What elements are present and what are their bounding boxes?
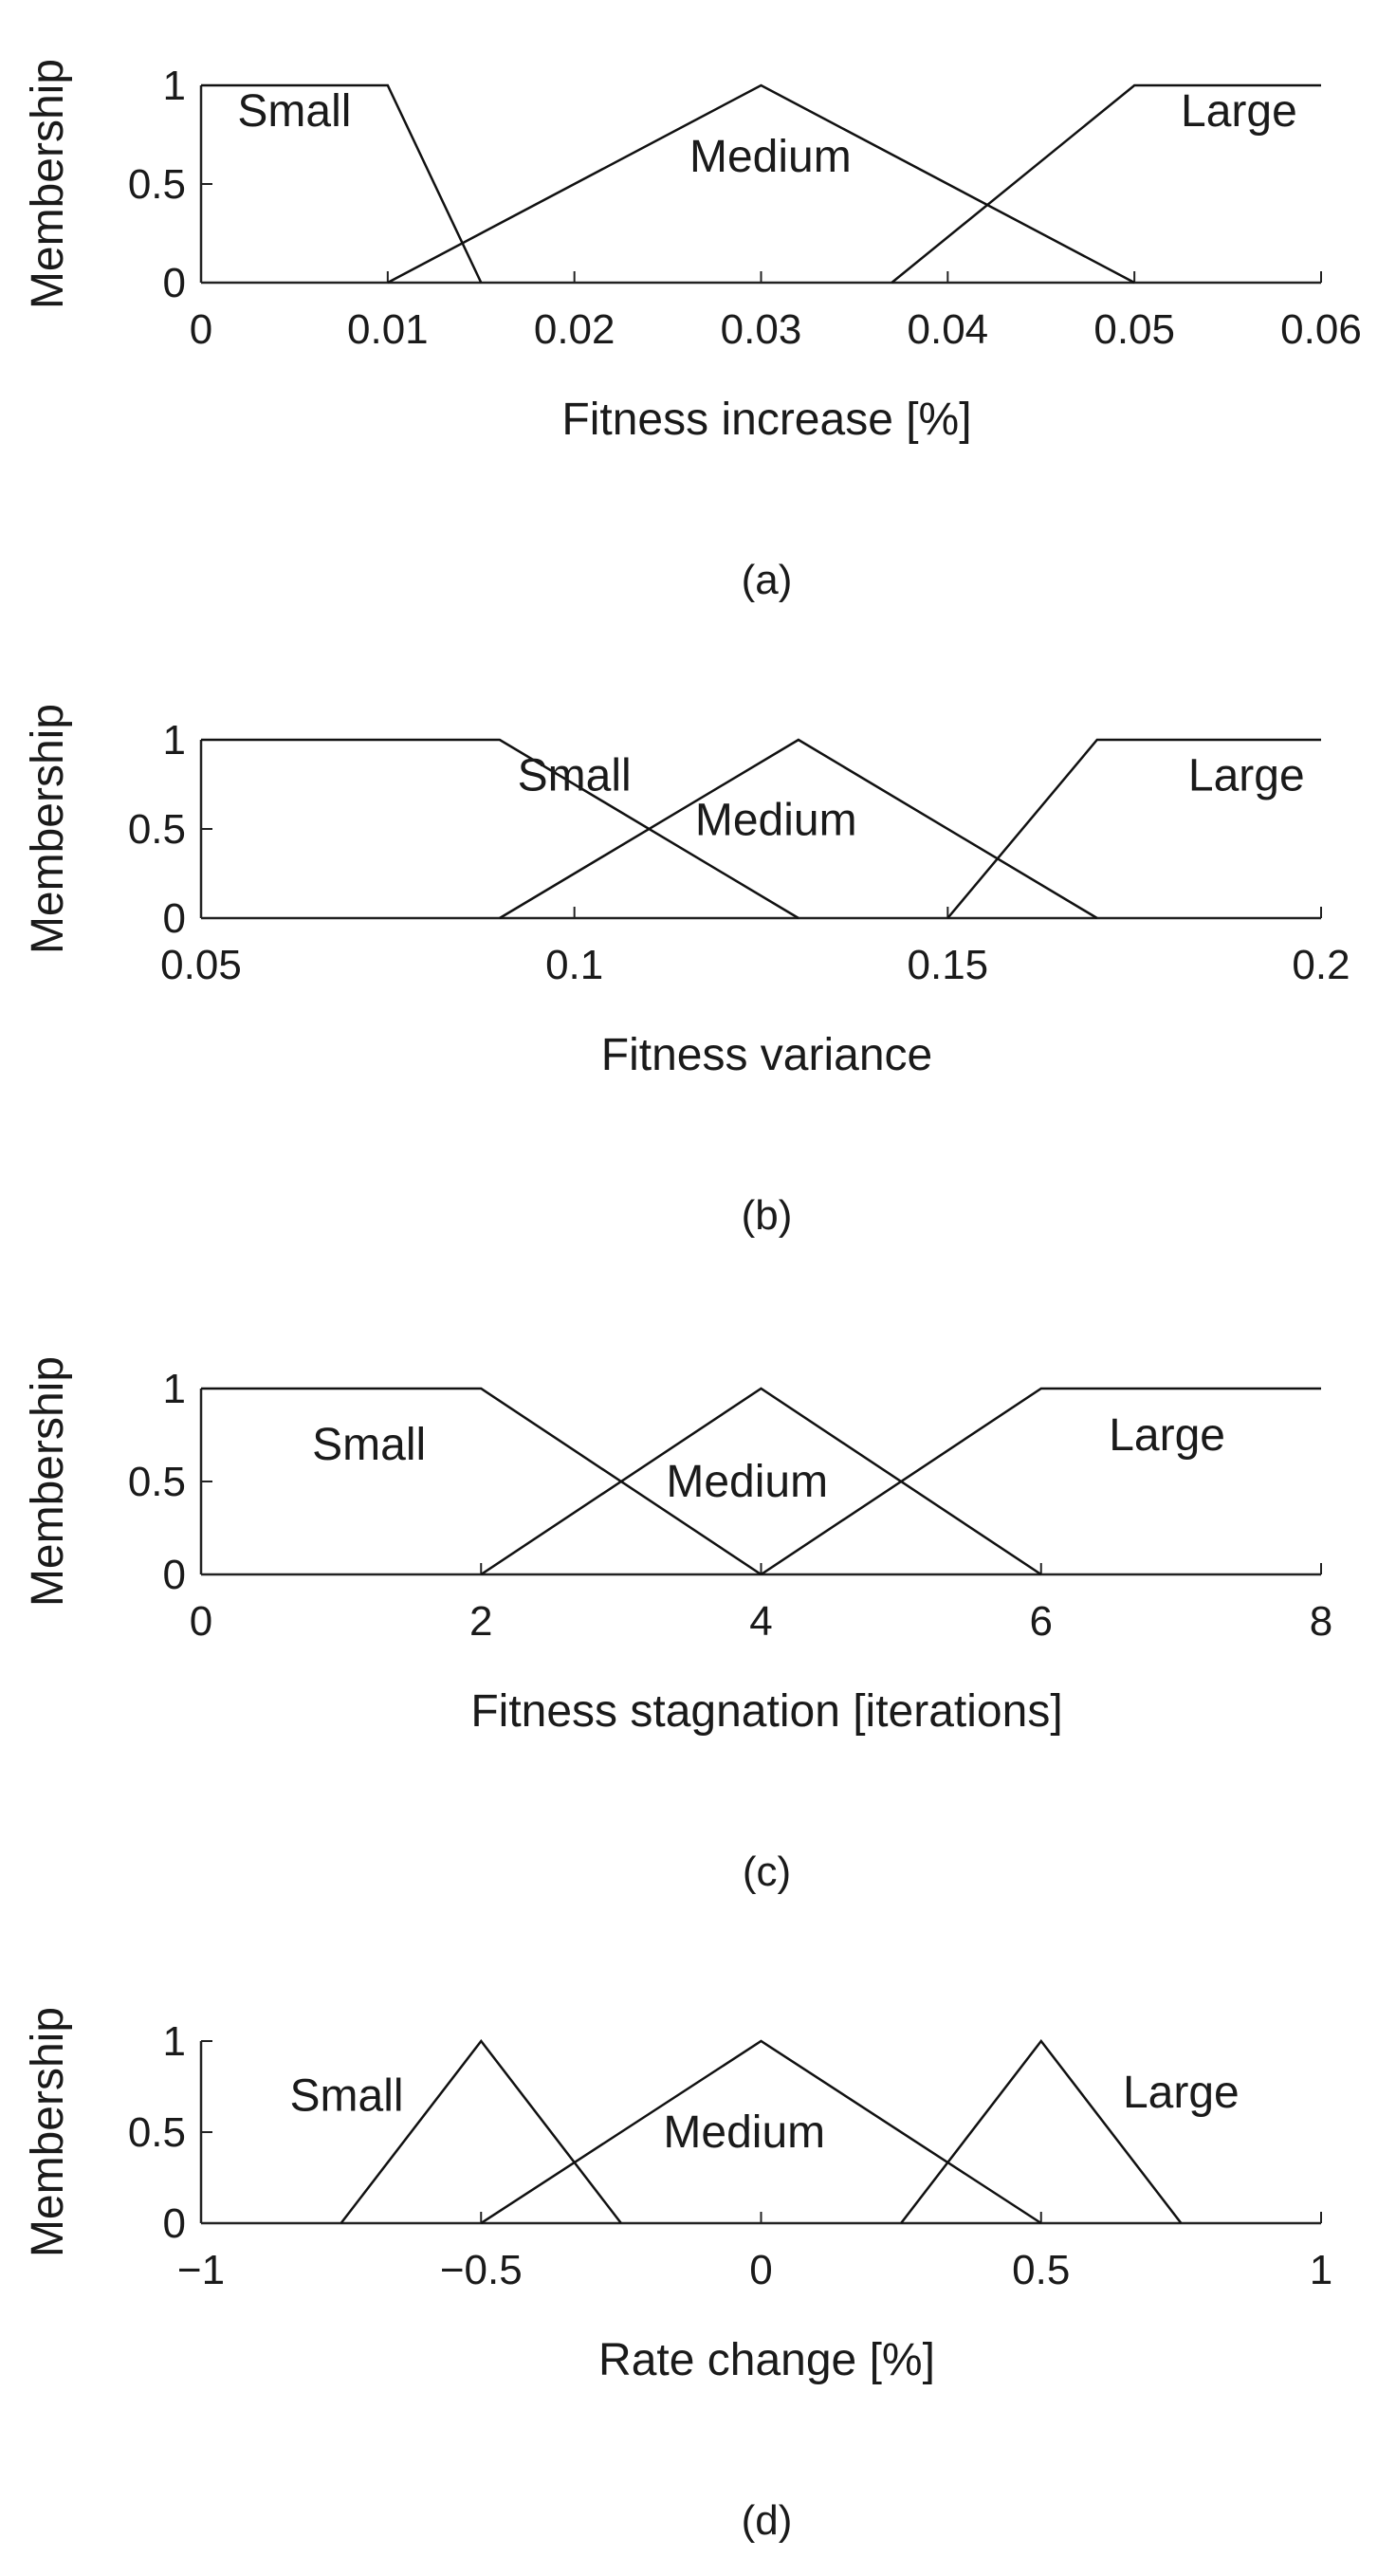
panel-a-fitness-increase: 0 0.01 0.02 0.03 0.04 0.05 0.06 0 0.5 1 Small Mediu… — [23, 59, 1362, 603]
x-tick-label: 0.05 — [160, 942, 242, 988]
curve-label-medium: Medium — [663, 2107, 825, 2158]
panel-caption: (c) — [743, 1849, 791, 1895]
membership-curve-small — [201, 1387, 762, 1576]
membership-curve-large — [946, 738, 1321, 919]
x-tick-label: 6 — [1030, 1598, 1053, 1645]
membership-curve-large — [891, 83, 1321, 284]
x-axis-title: Fitness stagnation [iterations] — [470, 1686, 1062, 1737]
panel-d-rate-change: −1 −0.5 0 0.5 1 0 0.5 1 Small Medium Large Membersh… — [23, 2007, 1332, 2544]
y-tick-label: 0 — [163, 895, 186, 942]
curve-label-large: Large — [1123, 2068, 1240, 2118]
x-tick-label: 0.01 — [347, 306, 429, 353]
x-tick-label: 0.15 — [908, 942, 989, 988]
membership-curve-small — [201, 738, 799, 920]
y-axis-title: Membership — [23, 704, 73, 954]
curve-label-medium: Medium — [695, 796, 857, 846]
y-tick-label: 1 — [163, 2018, 186, 2065]
curve-label-large: Large — [1188, 751, 1305, 801]
x-axis-title: Rate change [%] — [598, 2335, 935, 2385]
x-tick-label: −1 — [177, 2247, 225, 2293]
x-tick-label: 0.04 — [908, 306, 989, 353]
x-tick-label: 0.03 — [721, 306, 802, 353]
membership-curve-large — [900, 2038, 1183, 2224]
curve-label-large: Large — [1109, 1410, 1225, 1461]
x-tick-label: 0 — [749, 2247, 772, 2293]
x-tick-label: −0.5 — [440, 2247, 523, 2293]
panel-caption: (a) — [742, 557, 793, 603]
membership-curve-large — [760, 1387, 1321, 1576]
x-tick-label: 0.02 — [534, 306, 615, 353]
y-tick-label: 1 — [163, 717, 186, 764]
y-tick-label: 0.5 — [128, 161, 186, 208]
curve-label-medium: Medium — [666, 1457, 828, 1507]
x-tick-label: 2 — [469, 1598, 492, 1645]
curve-label-small: Small — [312, 1420, 426, 1470]
y-tick-label: 0 — [163, 260, 186, 306]
panel-caption: (d) — [742, 2497, 793, 2544]
membership-curve-medium — [387, 83, 1135, 285]
y-tick-label: 0 — [163, 2200, 186, 2247]
x-tick-label: 8 — [1310, 1598, 1332, 1645]
curve-label-medium: Medium — [689, 132, 852, 182]
x-tick-label: 4 — [749, 1598, 772, 1645]
x-tick-label: 0.05 — [1093, 306, 1175, 353]
y-axis-title: Membership — [23, 2007, 73, 2257]
x-axis-title: Fitness increase [%] — [561, 395, 971, 445]
x-tick-label: 0.1 — [545, 942, 603, 988]
curve-label-large: Large — [1181, 86, 1297, 137]
x-axis-title: Fitness variance — [601, 1030, 932, 1080]
curve-label-small: Small — [237, 86, 351, 137]
y-axis-title: Membership — [23, 59, 73, 309]
x-tick-label: 0.06 — [1280, 306, 1362, 353]
membership-curve-small — [340, 2038, 622, 2224]
panel-caption: (b) — [742, 1192, 793, 1239]
panel-c-fitness-stagnation: 0 2 4 6 8 0 0.5 1 Small Medium Large Membership Fitn… — [23, 1356, 1332, 1895]
y-tick-label: 1 — [163, 63, 186, 109]
y-tick-label: 1 — [163, 1366, 186, 1412]
x-tick-label: 0.2 — [1292, 942, 1350, 988]
y-tick-label: 0 — [163, 1552, 186, 1598]
x-tick-label: 0 — [190, 306, 212, 353]
x-tick-label: 1 — [1310, 2247, 1332, 2293]
membership-curve-small — [201, 83, 483, 284]
y-tick-label: 0.5 — [128, 2109, 186, 2156]
x-tick-label: 0 — [190, 1598, 212, 1645]
y-axis-title: Membership — [23, 1356, 73, 1607]
x-tick-label: 0.5 — [1012, 2247, 1070, 2293]
panel-b-fitness-variance: 0.05 0.1 0.15 0.2 0 0.5 1 Small Medium Large Membe… — [23, 704, 1350, 1239]
curve-label-small: Small — [518, 751, 632, 801]
membership-curve-medium — [480, 1387, 1042, 1576]
y-tick-label: 0.5 — [128, 806, 186, 853]
curve-label-small: Small — [290, 2071, 404, 2122]
y-tick-label: 0.5 — [128, 1459, 186, 1505]
